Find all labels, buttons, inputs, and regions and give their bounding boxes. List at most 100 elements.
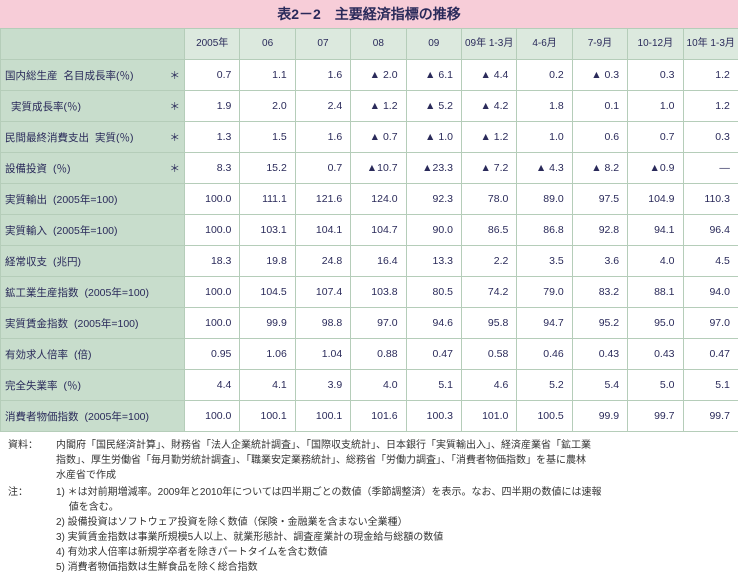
data-cell: 97.5 <box>572 184 627 215</box>
data-cell: 103.1 <box>240 215 295 246</box>
data-cell: 1.6 <box>295 122 350 153</box>
data-cell: 5.0 <box>628 370 683 401</box>
data-cell: 1.0 <box>628 91 683 122</box>
data-cell: 121.6 <box>295 184 350 215</box>
data-cell: 0.47 <box>406 339 461 370</box>
data-cell: 2.2 <box>461 246 516 277</box>
data-cell: 3.9 <box>295 370 350 401</box>
data-cell: 0.47 <box>683 339 738 370</box>
data-cell: 99.9 <box>240 308 295 339</box>
data-cell: 100.0 <box>185 215 240 246</box>
data-cell: 101.6 <box>351 401 406 432</box>
data-cell: 94.1 <box>628 215 683 246</box>
data-cell: ▲ 8.2 <box>572 153 627 184</box>
data-cell: 99.7 <box>683 401 738 432</box>
header-blank <box>1 29 185 60</box>
data-cell: 95.0 <box>628 308 683 339</box>
data-cell: ▲ 2.0 <box>351 60 406 91</box>
data-cell: 79.0 <box>517 277 572 308</box>
data-cell: 18.3 <box>185 246 240 277</box>
row-label: 消費者物価指数(2005年=100) <box>1 401 185 432</box>
data-cell: 0.58 <box>461 339 516 370</box>
col-header: 08 <box>351 29 406 60</box>
data-cell: 100.0 <box>185 401 240 432</box>
data-cell: 0.95 <box>185 339 240 370</box>
data-cell: 100.0 <box>185 308 240 339</box>
data-cell: 80.5 <box>406 277 461 308</box>
data-cell: 104.1 <box>295 215 350 246</box>
data-cell: 4.0 <box>628 246 683 277</box>
data-cell: 1.8 <box>517 91 572 122</box>
data-cell: 16.4 <box>351 246 406 277</box>
data-cell: ▲ 1.0 <box>406 122 461 153</box>
row-label: 国内総生産名目成長率(％)＊ <box>1 60 185 91</box>
data-cell: 4.0 <box>351 370 406 401</box>
row-label: 実質輸入(2005年=100) <box>1 215 185 246</box>
col-header: 10年 1-3月 <box>683 29 738 60</box>
data-cell: 103.8 <box>351 277 406 308</box>
note-item: 3) 実質賃金指数は事業所規模5人以上、就業形態計、調査産業計の現金給与総額の数… <box>8 530 730 545</box>
data-cell: 90.0 <box>406 215 461 246</box>
data-cell: 95.8 <box>461 308 516 339</box>
data-cell: 104.9 <box>628 184 683 215</box>
data-cell: 1.2 <box>683 60 738 91</box>
table-row: 設備投資(％)＊8.315.20.7▲10.7▲23.3▲ 7.2▲ 4.3▲ … <box>1 153 738 184</box>
data-cell: ― <box>683 153 738 184</box>
note-item: 2) 設備投資はソフトウェア投資を除く数値（保険・金融業を含まない全業種） <box>8 515 730 530</box>
data-cell: 2.0 <box>240 91 295 122</box>
data-cell: 95.2 <box>572 308 627 339</box>
data-cell: 0.1 <box>572 91 627 122</box>
data-cell: 4.4 <box>185 370 240 401</box>
data-cell: 78.0 <box>461 184 516 215</box>
data-cell: 104.5 <box>240 277 295 308</box>
data-cell: ▲0.9 <box>628 153 683 184</box>
data-cell: ▲ 4.3 <box>517 153 572 184</box>
table-row: 消費者物価指数(2005年=100)100.0100.1100.1101.610… <box>1 401 738 432</box>
data-cell: 13.3 <box>406 246 461 277</box>
data-cell: ▲10.7 <box>351 153 406 184</box>
data-cell: 97.0 <box>683 308 738 339</box>
data-cell: 124.0 <box>351 184 406 215</box>
data-cell: 1.2 <box>683 91 738 122</box>
col-header: 7-9月 <box>572 29 627 60</box>
data-cell: 8.3 <box>185 153 240 184</box>
table-row: 国内総生産名目成長率(％)＊0.71.11.6▲ 2.0▲ 6.1▲ 4.40.… <box>1 60 738 91</box>
data-cell: 94.7 <box>517 308 572 339</box>
header-row: 2005年 06 07 08 09 09年 1-3月 4-6月 7-9月 10-… <box>1 29 738 60</box>
data-cell: 98.8 <box>295 308 350 339</box>
row-label: 設備投資(％)＊ <box>1 153 185 184</box>
data-cell: 100.1 <box>295 401 350 432</box>
row-label: 民間最終消費支出実質(％)＊ <box>1 122 185 153</box>
table-title: 表2－2 主要経済指標の推移 <box>0 0 738 28</box>
note-item: 1) ＊は対前期増減率。2009年と2010年については四半期ごとの数値（季節調… <box>56 485 730 500</box>
source-text: 水産省で作成 <box>8 468 730 483</box>
data-cell: 96.4 <box>683 215 738 246</box>
source-text: 指数」、厚生労働省「毎月勤労統計調査」、「職業安定業務統計」、総務省「労働力調査… <box>8 453 730 468</box>
data-cell: 24.8 <box>295 246 350 277</box>
data-cell: 3.6 <box>572 246 627 277</box>
data-cell: ▲ 6.1 <box>406 60 461 91</box>
data-cell: 94.0 <box>683 277 738 308</box>
col-header: 07 <box>295 29 350 60</box>
row-label: 経常収支(兆円) <box>1 246 185 277</box>
data-cell: 19.8 <box>240 246 295 277</box>
data-cell: ▲ 5.2 <box>406 91 461 122</box>
data-cell: 1.1 <box>240 60 295 91</box>
data-cell: 0.43 <box>628 339 683 370</box>
col-header: 09年 1-3月 <box>461 29 516 60</box>
data-cell: 4.5 <box>683 246 738 277</box>
data-cell: 0.3 <box>683 122 738 153</box>
data-cell: 88.1 <box>628 277 683 308</box>
data-cell: 0.43 <box>572 339 627 370</box>
data-cell: 100.5 <box>517 401 572 432</box>
table-row: 実質成長率(％)＊1.92.02.4▲ 1.2▲ 5.2▲ 4.21.80.11… <box>1 91 738 122</box>
row-label: 実質輸出(2005年=100) <box>1 184 185 215</box>
data-cell: 0.6 <box>572 122 627 153</box>
data-cell: 5.2 <box>517 370 572 401</box>
data-cell: 1.04 <box>295 339 350 370</box>
source-text: 内閣府「国民経済計算」、財務省「法人企業統計調査」、「国際収支統計」、日本銀行「… <box>56 438 730 453</box>
data-cell: 100.1 <box>240 401 295 432</box>
row-label: 有効求人倍率(倍) <box>1 339 185 370</box>
data-cell: 99.9 <box>572 401 627 432</box>
data-cell: 92.8 <box>572 215 627 246</box>
